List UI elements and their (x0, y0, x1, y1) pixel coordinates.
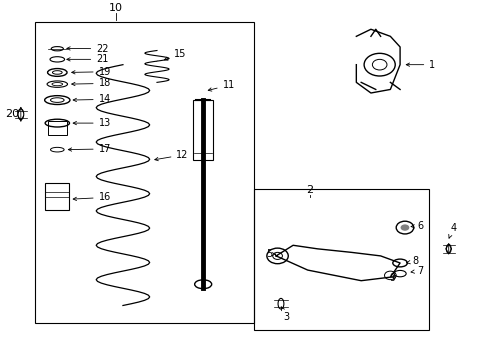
Text: 21: 21 (67, 54, 108, 64)
Text: 7: 7 (410, 266, 423, 276)
Text: 11: 11 (208, 80, 234, 91)
Text: 22: 22 (67, 44, 108, 54)
Text: 10: 10 (108, 3, 122, 13)
Text: 4: 4 (448, 222, 455, 238)
Text: 19: 19 (72, 67, 111, 77)
Text: 1: 1 (406, 60, 434, 70)
Bar (35, 22, 254, 323)
Text: 3: 3 (281, 306, 289, 322)
Bar (254, 189, 428, 330)
Text: 18: 18 (72, 78, 111, 89)
Bar (47, 121, 67, 135)
Text: 12: 12 (155, 150, 188, 161)
Circle shape (400, 224, 408, 231)
Text: 16: 16 (73, 193, 111, 202)
Bar (45, 183, 69, 210)
Text: 14: 14 (73, 94, 111, 104)
Text: 5: 5 (266, 249, 275, 259)
Text: 17: 17 (68, 144, 111, 154)
Bar (193, 100, 212, 160)
Text: 8: 8 (406, 256, 418, 266)
Text: 9: 9 (388, 273, 395, 283)
Text: 13: 13 (73, 118, 111, 128)
Text: 2: 2 (306, 185, 313, 195)
Text: 6: 6 (410, 221, 423, 231)
Text: 20: 20 (5, 109, 19, 119)
Text: 15: 15 (164, 49, 186, 60)
